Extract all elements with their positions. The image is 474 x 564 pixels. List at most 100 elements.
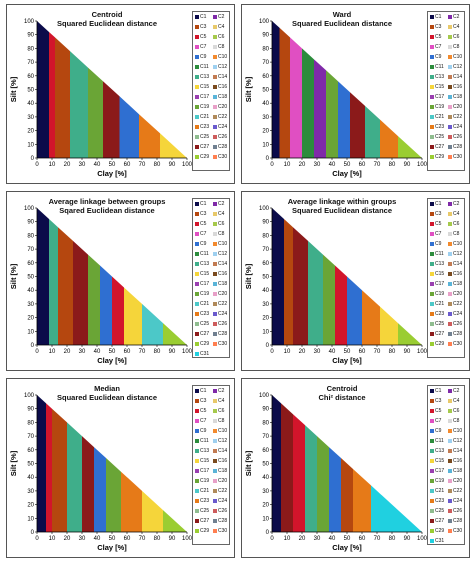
y-tick-label: 60 — [27, 74, 34, 80]
legend-swatch — [430, 508, 434, 513]
legend-entry-c2: C2 — [213, 201, 224, 207]
legend-swatch — [430, 251, 434, 256]
legend-entry-c4: C4 — [213, 398, 224, 404]
legend-swatch — [430, 14, 434, 19]
legend-label: C9 — [200, 428, 207, 434]
legend-entry-c18: C18 — [448, 468, 462, 474]
x-tick-label: 90 — [169, 536, 176, 542]
y-tick-label: 0 — [31, 156, 35, 162]
legend-swatch — [430, 468, 434, 473]
legend-swatch — [195, 468, 199, 473]
legend-label: C17 — [435, 281, 445, 287]
region-c13 — [305, 425, 317, 532]
x-tick-label: 70 — [139, 162, 146, 168]
legend-swatch — [448, 281, 452, 286]
legend-entry-c3: C3 — [195, 211, 206, 217]
legend-label: C29 — [435, 154, 445, 160]
y-tick-label: 60 — [262, 74, 269, 80]
legend-entry-c3: C3 — [430, 398, 441, 404]
legend-label: C27 — [435, 144, 445, 150]
legend-entry-c30: C30 — [448, 154, 462, 160]
legend-label: C6 — [218, 221, 225, 227]
legend-label: C31 — [200, 351, 210, 357]
legend-swatch — [195, 34, 199, 39]
x-tick-label: 100 — [182, 349, 193, 355]
legend-swatch — [195, 488, 199, 493]
legend-label: C23 — [435, 311, 445, 317]
legend-entry-c22: C22 — [448, 114, 462, 120]
legend-entry-c28: C28 — [448, 518, 462, 524]
y-axis-label: Silt [%] — [244, 450, 253, 476]
legend-swatch — [195, 498, 199, 503]
x-tick-label: 90 — [169, 162, 176, 168]
region-c29 — [398, 323, 422, 345]
legend-label: C30 — [453, 154, 463, 160]
legend-swatch — [195, 261, 199, 266]
legend-label: C12 — [218, 64, 228, 70]
legend-entry-c14: C14 — [213, 74, 227, 80]
x-tick-label: 0 — [35, 349, 39, 355]
region-c13 — [49, 219, 58, 345]
legend-entry-c9: C9 — [195, 428, 206, 434]
y-tick-label: 70 — [27, 434, 34, 440]
legend-label: C26 — [218, 321, 228, 327]
legend-label: C14 — [218, 448, 228, 454]
region-c27 — [73, 240, 88, 345]
chart-title: Centroid — [326, 384, 358, 393]
y-tick-label: 20 — [27, 316, 34, 322]
legend-entry-c31: C31 — [430, 538, 444, 544]
legend-label: C29 — [435, 341, 445, 347]
y-tick-label: 80 — [27, 233, 34, 239]
legend-entry-c22: C22 — [213, 301, 227, 307]
x-tick-label: 80 — [154, 536, 161, 542]
region-c5 — [112, 276, 124, 345]
legend-label: C29 — [200, 528, 210, 534]
legend-swatch — [213, 221, 217, 226]
legend-label: C15 — [200, 84, 210, 90]
x-tick-label: 60 — [124, 536, 131, 542]
legend-entry-c5: C5 — [195, 221, 206, 227]
legend-label: C28 — [453, 331, 463, 337]
y-tick-label: 0 — [31, 343, 35, 349]
legend-swatch — [430, 271, 434, 276]
x-tick-label: 70 — [139, 536, 146, 542]
legend-entry-c29: C29 — [195, 528, 209, 534]
chart-legend: C1 C2 C3 C4 C5 C6 C7 C8 C9 C10 C11 C12 C13 C14 C15 C16 C… — [427, 198, 465, 358]
y-tick-label: 70 — [262, 434, 269, 440]
legend-entry-c18: C18 — [213, 94, 227, 100]
legend-entry-c20: C20 — [213, 104, 227, 110]
legend-swatch — [430, 498, 434, 503]
legend-label: C3 — [435, 24, 442, 30]
legend-label: C17 — [200, 94, 210, 100]
chart-plot: 0 10 20 30 40 50 60 70 80 90 100 0 10 20 30 40 50 60 70 80 9… — [9, 393, 193, 552]
legend-entry-c15: C15 — [195, 84, 209, 90]
y-tick-label: 40 — [262, 101, 269, 107]
legend-entry-c9: C9 — [195, 241, 206, 247]
y-tick-label: 80 — [27, 46, 34, 52]
legend-label: C16 — [453, 458, 463, 464]
legend-swatch — [430, 478, 434, 483]
legend-entry-c1: C1 — [430, 388, 441, 394]
legend-entry-c15: C15 — [195, 271, 209, 277]
legend-entry-c3: C3 — [195, 398, 206, 404]
legend-label: C16 — [218, 271, 228, 277]
legend-swatch — [195, 528, 199, 533]
legend-label: C30 — [218, 154, 228, 160]
legend-label: C18 — [218, 281, 228, 287]
legend-label: C23 — [200, 311, 210, 317]
legend-label: C11 — [200, 438, 209, 444]
legend-label: C27 — [435, 331, 445, 337]
legend-entry-c3: C3 — [430, 24, 441, 30]
x-tick-label: 100 — [182, 536, 193, 542]
legend-label: C30 — [453, 528, 463, 534]
legend-label: C20 — [453, 478, 463, 484]
legend-label: C14 — [218, 261, 228, 267]
x-tick-label: 10 — [284, 536, 291, 542]
legend-label: C19 — [435, 478, 445, 484]
legend-swatch — [430, 331, 434, 336]
x-tick-label: 80 — [154, 162, 161, 168]
legend-swatch — [448, 201, 452, 206]
legend-label: C21 — [435, 301, 445, 307]
legend-swatch — [213, 64, 217, 69]
legend-label: C26 — [453, 321, 463, 327]
